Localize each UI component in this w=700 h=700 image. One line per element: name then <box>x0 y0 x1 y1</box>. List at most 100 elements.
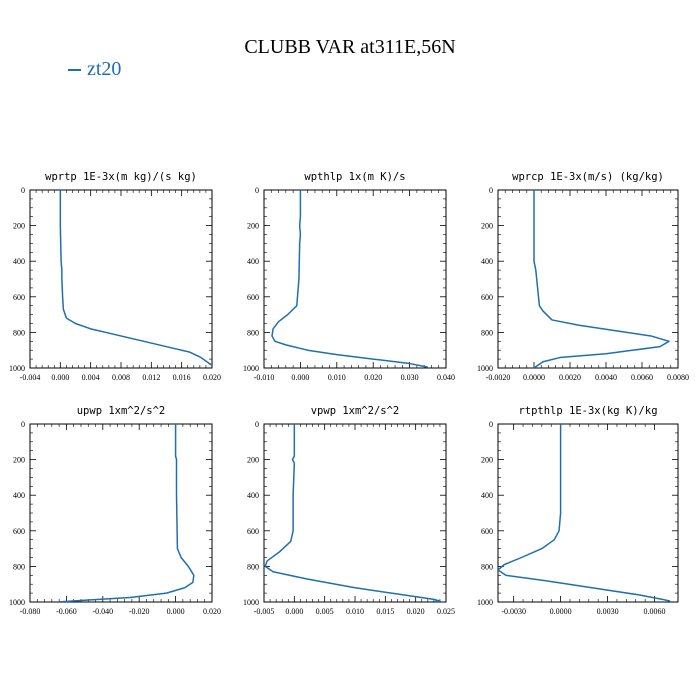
plot-frame <box>29 423 213 603</box>
y-tick-label: 400 <box>13 257 25 266</box>
plot-frame <box>497 423 679 603</box>
x-tick-label: 0.0020 <box>559 373 581 382</box>
y-tick-label: 400 <box>247 257 259 266</box>
y-tick-label: 800 <box>481 328 493 337</box>
y-tick-label: 1000 <box>477 364 493 373</box>
x-tick-label: 0.008 <box>112 373 130 382</box>
chart-panel-1: wprtp 1E-3x(m kg)/(s kg) -0.004 0.000 0.004… <box>9 171 221 382</box>
chart-panel-6: rtpthlp 1E-3x(kg K)/kg -0.0030 0.0000 0.003… <box>477 405 679 616</box>
chart-panel-5: vpwp 1xm^2/s^2 -0.005 0.000 0.005 0.010 0.015… <box>243 405 455 616</box>
x-tick-label: -0.005 <box>254 607 275 616</box>
plot-frame <box>29 189 213 369</box>
y-tick-label: 800 <box>247 562 259 571</box>
chart-panel-4: upwp 1xm^2/s^2 -0.080 -0.060 -0.040 -0.020 0.… <box>9 405 221 616</box>
y-tick-label: 0 <box>21 186 25 195</box>
y-tick-label: 1000 <box>9 598 25 607</box>
x-tick-label: 0.0000 <box>523 373 545 382</box>
x-tick-label: 0.020 <box>364 373 382 382</box>
x-tick-label: 0.0040 <box>595 373 617 382</box>
x-tick-label: -0.0030 <box>501 607 526 616</box>
series-line-zt20 <box>533 190 670 368</box>
x-tick-label: -0.010 <box>254 373 275 382</box>
panel-title: rtpthlp 1E-3x(kg K)/kg <box>518 405 657 417</box>
plot-frame <box>263 189 447 369</box>
y-tick-label: 0 <box>489 186 493 195</box>
series-line-zt20 <box>59 190 212 366</box>
x-tick-label: 0.010 <box>328 373 346 382</box>
panel-title: vpwp 1xm^2/s^2 <box>311 405 400 417</box>
x-tick-label: 0.000 <box>285 607 303 616</box>
chart-panel-3: wprcp 1E-3x(m/s) (kg/kg) -0.0020 0.0000 0.0… <box>477 171 689 382</box>
y-tick-label: 600 <box>481 293 493 302</box>
y-tick-label: 0 <box>255 186 259 195</box>
panel-title: wpthlp 1x(m K)/s <box>304 171 405 183</box>
y-tick-label: 400 <box>247 491 259 500</box>
y-tick-label: 200 <box>247 222 259 231</box>
y-tick-label: 200 <box>247 456 259 465</box>
x-tick-label: 0.004 <box>82 373 100 382</box>
y-tick-label: 200 <box>481 456 493 465</box>
x-tick-label: 0.000 <box>291 373 309 382</box>
y-tick-label: 1000 <box>243 598 259 607</box>
x-tick-label: 0.020 <box>203 373 221 382</box>
x-tick-label: 0.020 <box>203 607 221 616</box>
y-tick-label: 0 <box>489 420 493 429</box>
y-tick-label: 200 <box>13 222 25 231</box>
y-tick-label: 400 <box>13 491 25 500</box>
y-tick-label: 800 <box>13 562 25 571</box>
x-tick-label: 0.000 <box>51 373 69 382</box>
y-tick-label: 600 <box>247 293 259 302</box>
y-tick-label: 1000 <box>477 598 493 607</box>
y-tick-label: 400 <box>481 491 493 500</box>
x-tick-label: 0.0000 <box>550 607 572 616</box>
page-title: CLUBB VAR at311E,56N <box>244 36 456 58</box>
plot-frame <box>497 189 679 369</box>
series-line-zt20 <box>57 424 195 602</box>
x-tick-label: 0.0080 <box>667 373 689 382</box>
y-tick-label: 800 <box>13 328 25 337</box>
x-tick-label: -0.080 <box>20 607 41 616</box>
x-tick-label: 0.012 <box>142 373 160 382</box>
x-tick-label: -0.004 <box>20 373 41 382</box>
y-tick-label: 800 <box>247 328 259 337</box>
y-tick-label: 0 <box>21 420 25 429</box>
chart-panel-2: wpthlp 1x(m K)/s -0.010 0.000 0.010 0.020 0.0… <box>243 171 455 382</box>
panel-title: upwp 1xm^2/s^2 <box>77 405 166 417</box>
x-tick-label: -0.0020 <box>486 373 511 382</box>
x-tick-label: 0.030 <box>401 373 419 382</box>
panel-title: wprtp 1E-3x(m kg)/(s kg) <box>45 171 197 183</box>
y-tick-label: 600 <box>247 527 259 536</box>
y-tick-label: 200 <box>481 222 493 231</box>
series-line-zt20 <box>271 190 428 368</box>
legend-label: zt20 <box>87 58 122 80</box>
y-tick-label: 600 <box>13 293 25 302</box>
legend-swatch <box>68 69 81 72</box>
x-tick-label: 0.025 <box>437 607 455 616</box>
x-tick-label: -0.040 <box>92 607 113 616</box>
x-tick-label: 0.0060 <box>644 607 666 616</box>
y-tick-label: 800 <box>481 562 493 571</box>
x-tick-label: 0.010 <box>346 607 364 616</box>
x-tick-label: 0.000 <box>167 607 185 616</box>
series-line-zt20 <box>498 424 671 602</box>
legend: zt20 <box>68 58 121 81</box>
x-tick-label: 0.016 <box>173 373 191 382</box>
x-tick-label: 0.0060 <box>631 373 653 382</box>
x-tick-label: 0.020 <box>407 607 425 616</box>
y-tick-label: 1000 <box>9 364 25 373</box>
x-tick-label: -0.020 <box>129 607 150 616</box>
x-tick-label: -0.060 <box>56 607 77 616</box>
y-tick-label: 0 <box>255 420 259 429</box>
panel-title: wprcp 1E-3x(m/s) (kg/kg) <box>512 171 664 183</box>
x-tick-label: 0.0030 <box>597 607 619 616</box>
x-tick-label: 0.040 <box>437 373 455 382</box>
y-tick-label: 600 <box>481 527 493 536</box>
series-line-zt20 <box>264 424 441 602</box>
y-tick-label: 1000 <box>243 364 259 373</box>
x-tick-label: 0.015 <box>376 607 394 616</box>
x-tick-label: 0.005 <box>316 607 334 616</box>
y-tick-label: 400 <box>481 257 493 266</box>
y-tick-label: 600 <box>13 527 25 536</box>
y-tick-label: 200 <box>13 456 25 465</box>
